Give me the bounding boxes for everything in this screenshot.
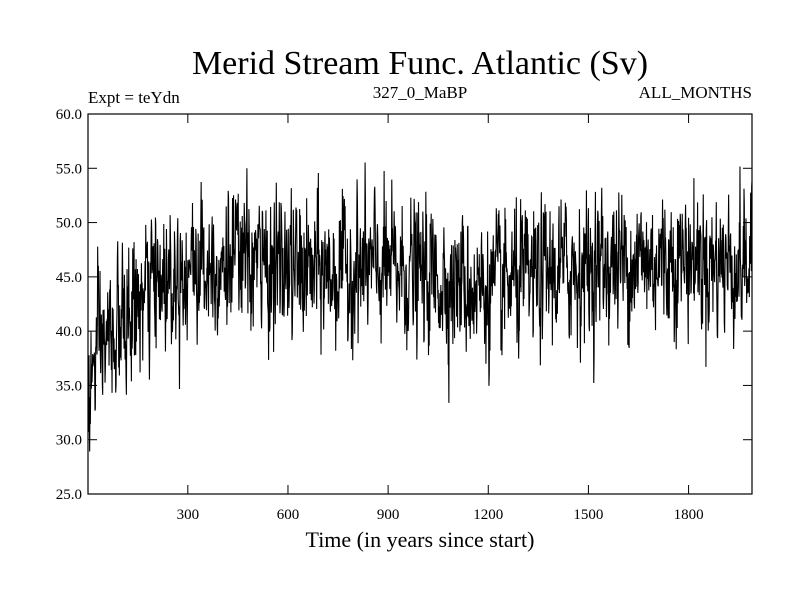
y-tick-label: 40.0 <box>56 324 82 340</box>
y-tick-label: 45.0 <box>56 270 82 286</box>
x-tick-label: 1500 <box>573 507 603 523</box>
series-line <box>87 162 753 452</box>
subtitle-left: Expt = teYdn <box>88 88 180 107</box>
x-axis-label: Time (in years since start) <box>306 527 535 552</box>
x-tick-label: 900 <box>377 507 400 523</box>
y-tick-label: 30.0 <box>56 433 82 449</box>
x-tick-label: 300 <box>177 507 200 523</box>
chart-title: Merid Stream Func. Atlantic (Sv) <box>192 45 648 82</box>
plot-frame <box>87 113 753 495</box>
y-tick-label: 50.0 <box>56 216 82 232</box>
subtitle-right: ALL_MONTHS <box>639 83 752 102</box>
subtitle-center: 327_0_MaBP <box>373 83 467 102</box>
y-tick-label: 55.0 <box>56 161 82 177</box>
x-tick-label: 1200 <box>473 507 503 523</box>
y-tick-label: 60.0 <box>56 107 82 123</box>
y-tick-label: 25.0 <box>56 487 82 503</box>
x-tick-label: 600 <box>277 507 300 523</box>
y-axis: 25.0 30.0 35.0 40.0 45.0 50.0 55.0 60.0 <box>56 107 752 503</box>
y-tick-label: 35.0 <box>56 378 82 394</box>
x-tick-label: 1800 <box>674 507 704 523</box>
x-axis: 300 600 900 1200 1500 1800 <box>177 114 704 523</box>
